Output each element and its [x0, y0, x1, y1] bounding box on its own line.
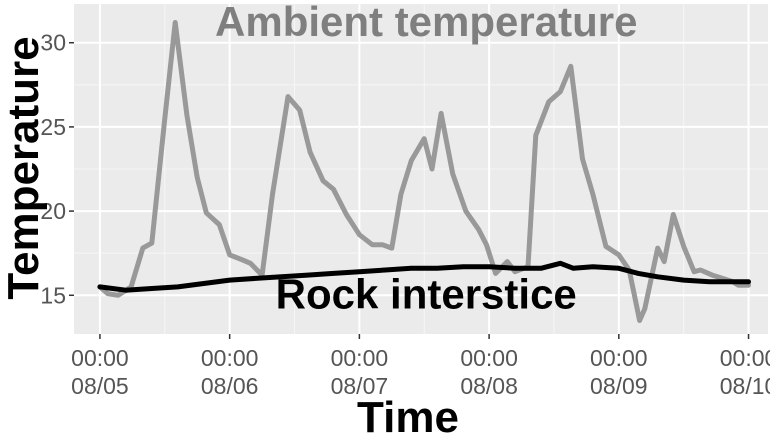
minor-gridlines: [74, 4, 768, 334]
x-tick-label: 00:00 08/06: [201, 345, 259, 399]
y-tick-label: 20: [40, 198, 66, 224]
annotation-rock-interstice: Rock interstice: [276, 271, 577, 318]
annotation-ambient-temperature: Ambient temperature: [215, 0, 637, 45]
series-line-ambient: [97, 20, 751, 323]
x-axis-ticks: 00:00 08/05 00:00 08/06 00:00 08/07 00:00 08/08…: [71, 334, 770, 399]
x-tick-label: 00:00 08/08: [460, 345, 518, 399]
y-tick-label: 30: [40, 30, 66, 56]
y-tick-label: 15: [40, 282, 66, 308]
x-axis-title: Time: [357, 393, 459, 438]
x-tick-label: 00:00 08/07: [331, 345, 389, 399]
annotations: Ambient temperature Rock interstice: [215, 0, 637, 318]
series-layer: [97, 20, 751, 323]
x-tick-label: 00:00 08/09: [590, 345, 648, 399]
y-tick-label: 25: [40, 114, 66, 140]
x-tick-label: 00:00 08/05: [71, 345, 129, 399]
y-axis-title: Temperature: [0, 36, 48, 299]
y-axis-ticks: 15 20 25 30: [40, 30, 74, 308]
series-line-rock-interstice: [97, 260, 751, 293]
